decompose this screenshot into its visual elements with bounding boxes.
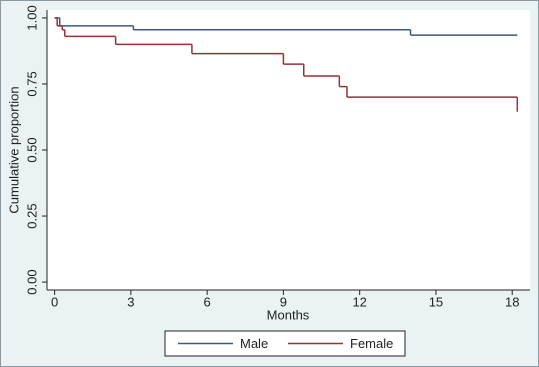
x-axis-label: Months [267,307,310,322]
y-tick-label: 0.00 [24,269,39,294]
legend-label: Male [240,336,268,351]
y-tick-label: 0.75 [24,71,39,96]
x-tick-label: 15 [429,294,443,309]
x-tick-label: 12 [352,294,366,309]
plot-area [47,10,530,290]
y-tick-label: 1.00 [24,5,39,30]
y-axis-label: Cumulative proportion [6,86,21,213]
legend-label: Female [350,336,393,351]
x-tick-label: 18 [505,294,519,309]
x-tick-label: 9 [280,294,287,309]
x-tick-label: 3 [127,294,134,309]
y-tick-label: 0.50 [24,137,39,162]
x-tick-label: 0 [51,294,58,309]
x-tick-label: 6 [204,294,211,309]
y-tick-label: 0.25 [24,203,39,228]
